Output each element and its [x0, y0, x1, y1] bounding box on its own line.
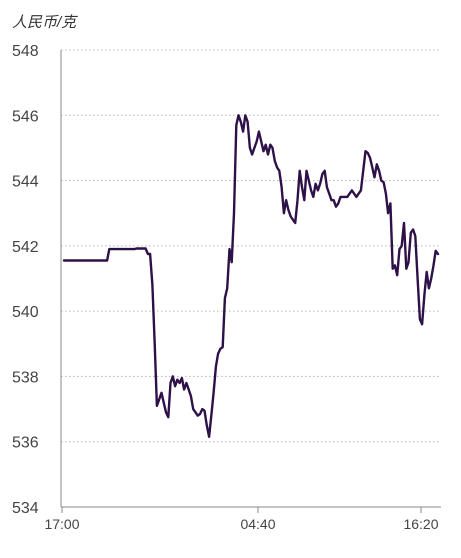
- price-series-line: [62, 114, 440, 438]
- y-tick-label: 542: [12, 239, 39, 256]
- x-tick-label: 17:00: [44, 516, 79, 532]
- y-tick-label: 534: [12, 500, 39, 517]
- x-axis-ticks: 17:00 04:40 16:20: [44, 507, 439, 532]
- x-tick-label: 04:40: [240, 516, 275, 532]
- y-tick-label: 536: [12, 435, 39, 452]
- y-tick-label: 548: [12, 43, 39, 60]
- y-tick-label: 546: [12, 108, 39, 125]
- gridlines: [61, 49, 441, 443]
- axes: [60, 50, 441, 508]
- y-tick-label: 540: [12, 304, 39, 321]
- y-axis-unit-label: 人民币/克: [12, 14, 78, 31]
- x-tick-label: 16:20: [403, 516, 438, 532]
- series-layer: [62, 114, 440, 438]
- y-tick-label: 544: [12, 174, 39, 191]
- y-tick-label: 538: [12, 369, 39, 386]
- y-axis-ticks: 534 536 538 540 542 544 546 548: [12, 43, 39, 517]
